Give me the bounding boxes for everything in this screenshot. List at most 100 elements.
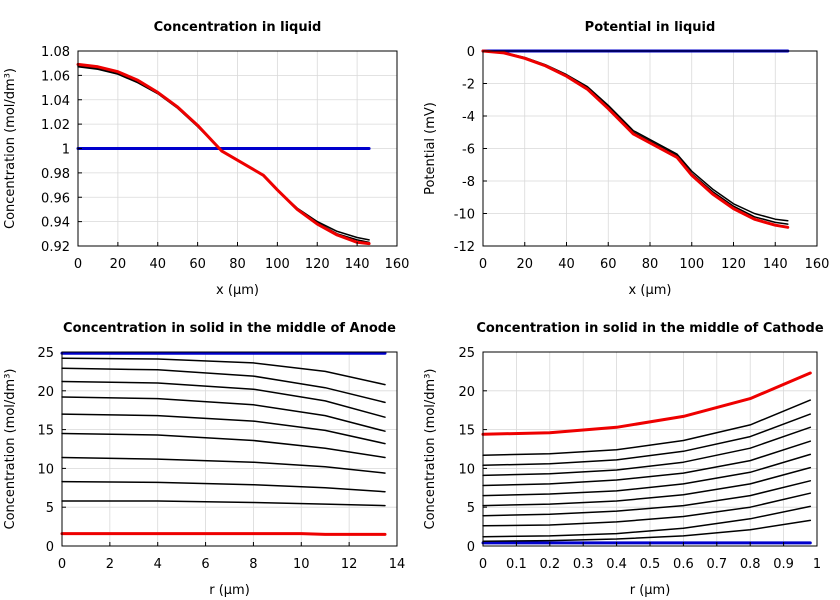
series-group [481, 371, 812, 545]
series-line-3 [482, 492, 812, 527]
series-line-5 [61, 413, 386, 445]
x-tick-label: 20 [110, 257, 127, 272]
chart-title: Concentration in solid in the middle of … [63, 321, 396, 336]
chart-panel-liquid-potential: 0 20 40 60 80 100 120 140 160 -12 -10 -8 -6 -4 -2 0 Pote… [423, 20, 829, 298]
x-tick-label: 4 [154, 557, 162, 572]
x-tick-label: 80 [229, 257, 246, 272]
series-line-3 [481, 49, 790, 229]
chart-title: Concentration in solid in the middle of … [476, 321, 824, 336]
series-line-6 [482, 453, 812, 497]
series-line-2 [61, 367, 386, 404]
series-line-3 [61, 380, 386, 418]
x-tick-label: 100 [679, 257, 704, 272]
x-axis-label: x (µm) [629, 283, 672, 298]
y-tick-label: 1 [62, 143, 70, 158]
x-tick-label: 0.2 [539, 557, 560, 572]
tick-labels: 0 20 40 60 80 100 120 140 160 0.92 0.94 0.96 0.98 1 1.… [41, 45, 409, 272]
series-group [60, 351, 387, 536]
x-tick-label: 0.4 [606, 557, 627, 572]
series-line-3 [76, 62, 371, 246]
series-line-2 [482, 50, 789, 225]
y-axis-label: Concentration (mol/dm³) [423, 369, 438, 530]
series-group [76, 62, 371, 246]
series-line-2 [77, 64, 370, 244]
y-tick-label: 10 [458, 462, 475, 477]
x-tick-label: 140 [345, 257, 370, 272]
x-tick-label: 20 [516, 257, 533, 272]
series-line-10 [60, 532, 387, 536]
chart-panel-anode-solid-concentration: 0 2 4 6 8 10 12 14 0 5 10 15 20 25 Concentration in so… [3, 321, 405, 598]
y-tick-label: 1.06 [41, 69, 70, 84]
series-line-9 [61, 500, 386, 507]
y-axis-label: Concentration (mol/dm³) [3, 68, 18, 229]
y-tick-label: -8 [462, 175, 475, 190]
x-tick-label: 60 [189, 257, 206, 272]
y-tick-label: 0 [467, 45, 475, 60]
y-tick-label: 0 [46, 540, 54, 555]
x-tick-label: 0.8 [740, 557, 761, 572]
y-tick-label: -6 [462, 143, 475, 158]
series-line-8 [482, 426, 812, 477]
y-tick-label: 0.92 [41, 240, 70, 255]
y-tick-label: -2 [462, 78, 475, 93]
series-line-6 [61, 432, 386, 459]
x-tick-label: 0.6 [673, 557, 694, 572]
x-tick-label: 140 [763, 257, 788, 272]
x-tick-label: 0.1 [506, 557, 527, 572]
x-tick-label: 120 [305, 257, 330, 272]
y-tick-label: 1.02 [41, 118, 70, 133]
series-line-8 [61, 480, 386, 493]
x-tick-label: 40 [558, 257, 575, 272]
x-tick-label: 100 [265, 257, 290, 272]
x-tick-label: 8 [249, 557, 257, 572]
x-axis-label: r (µm) [630, 583, 671, 598]
series-line-11 [481, 371, 812, 436]
series-line-7 [61, 456, 386, 474]
series-line-9 [482, 413, 812, 467]
x-tick-label: 12 [341, 557, 358, 572]
gridlines [61, 351, 398, 547]
y-tick-label: 25 [37, 346, 54, 361]
x-tick-label: 2 [106, 557, 114, 572]
x-tick-label: 160 [385, 257, 410, 272]
y-axis-label: Concentration (mol/dm³) [3, 369, 18, 530]
x-tick-label: 120 [721, 257, 746, 272]
x-tick-label: 0 [479, 257, 487, 272]
series-line-5 [482, 466, 812, 507]
x-tick-label: 0 [479, 557, 487, 572]
series-group [481, 49, 790, 229]
x-tick-label: 0.9 [773, 557, 794, 572]
y-tick-label: 5 [467, 501, 475, 516]
x-tick-label: 0.5 [640, 557, 661, 572]
y-tick-label: 10 [37, 462, 54, 477]
x-tick-label: 10 [293, 557, 310, 572]
series-line-7 [482, 440, 812, 487]
x-tick-label: 80 [642, 257, 659, 272]
chart-panel-liquid-concentration: 0 20 40 60 80 100 120 140 160 0.92 0.94 0.96 0.98 1 1.… [3, 20, 409, 298]
chart-title: Potential in liquid [585, 20, 716, 35]
y-tick-label: -10 [454, 208, 475, 223]
y-tick-label: -12 [454, 240, 475, 255]
x-tick-label: 0.3 [573, 557, 594, 572]
tick-labels: 0 20 40 60 80 100 120 140 160 -12 -10 -8 -6 -4 -2 0 [454, 45, 830, 272]
y-tick-label: 25 [458, 346, 475, 361]
y-tick-label: 0.96 [41, 191, 70, 206]
y-tick-label: 20 [458, 385, 475, 400]
y-tick-label: 1.08 [41, 45, 70, 60]
series-line-10 [482, 399, 812, 456]
series-line-4 [482, 480, 812, 517]
y-tick-label: 20 [37, 385, 54, 400]
y-tick-label: 15 [37, 424, 54, 439]
x-tick-label: 6 [201, 557, 209, 572]
x-tick-label: 0.7 [706, 557, 727, 572]
y-tick-label: 5 [46, 501, 54, 516]
y-tick-label: -4 [462, 110, 475, 125]
tick-labels: 0 2 4 6 8 10 12 14 0 5 10 15 20 25 [37, 346, 405, 572]
y-tick-label: 0 [467, 540, 475, 555]
chart-title: Concentration in liquid [154, 20, 322, 35]
chart-panel-cathode-solid-concentration: 0 0.1 0.2 0.3 0.4 0.5 0.6 0.7 0.8 0.9 10510152025C… [423, 321, 824, 598]
x-tick-label: 60 [600, 257, 617, 272]
x-tick-label: 14 [389, 557, 406, 572]
